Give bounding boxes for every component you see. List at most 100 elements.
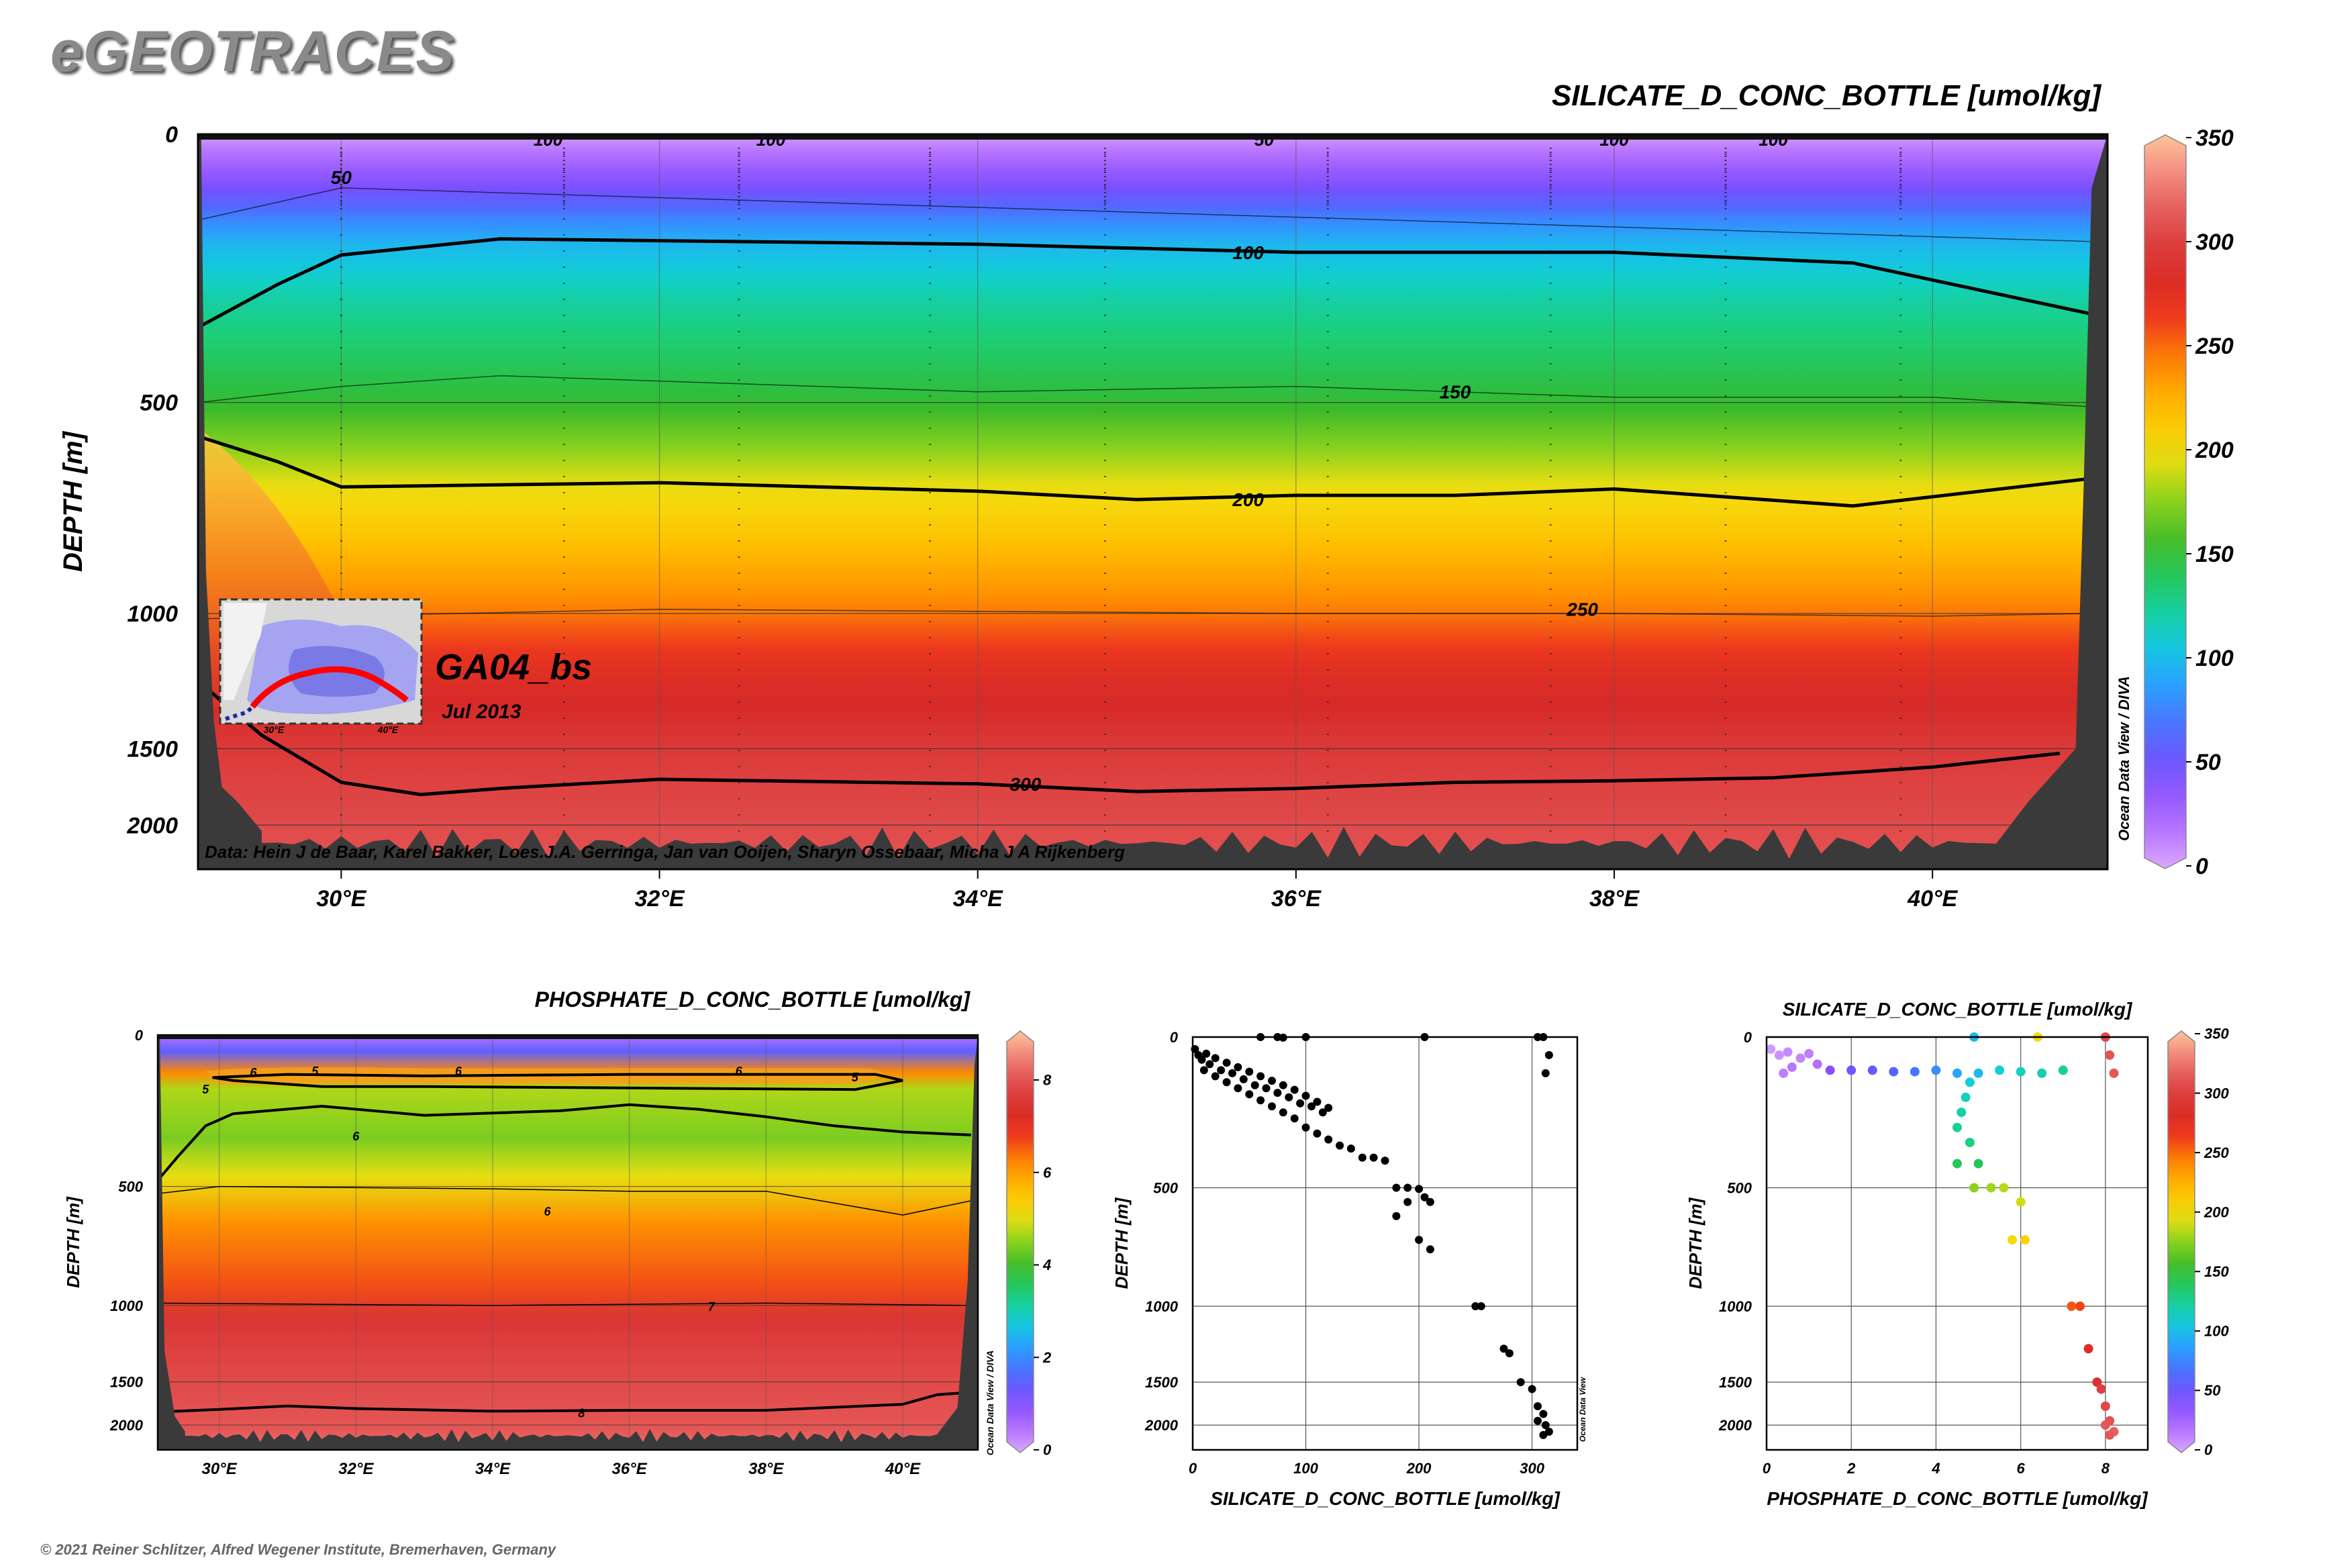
sil-profile-y-tick-label: 2000 — [1144, 1417, 1179, 1434]
sil-profile-point — [1245, 1067, 1254, 1076]
main-contour-label: 50 — [331, 167, 352, 188]
phos-surface-band — [158, 1035, 978, 1039]
phos-scatter-frame — [1765, 1036, 2149, 1451]
main-colorbar-label: 50 — [2195, 750, 2221, 775]
scatter-colorbar-label: 250 — [2204, 1144, 2229, 1161]
silicate-profile-chart: 0 500 1000 1500 2000 0 100 200 300 SILICATE_D_CON… — [1111, 1029, 1587, 1509]
sil-profile-point — [1217, 1066, 1226, 1075]
phos-scatter-point — [1957, 1108, 1967, 1118]
phos-colorbar-label: 6 — [1043, 1164, 1052, 1181]
phos-scatter-point — [2109, 1068, 2119, 1078]
phos-colorbar-label: 0 — [1043, 1442, 1052, 1459]
sil-profile-x-tick-label: 300 — [1520, 1460, 1544, 1477]
sil-profile-point — [1403, 1197, 1412, 1206]
phos-contour — [157, 1302, 971, 1306]
phos-scatter-title: SILICATE_D_CONC_BOTTLE [umol/kg] — [1783, 999, 2133, 1020]
sil-profile-point — [1336, 1141, 1344, 1150]
main-colorbar-label: 150 — [2195, 542, 2234, 567]
phos-scatter-point — [1825, 1065, 1835, 1075]
phos-scatter-point — [2100, 1420, 2110, 1430]
sil-profile-point — [1541, 1421, 1550, 1430]
main-silicate-section-chart: 501001502002503001001005010010030°E40°EG… — [58, 79, 2234, 912]
phos-scatter-point — [2100, 1402, 2110, 1411]
sil-profile-y-tick-label: 500 — [1153, 1179, 1178, 1196]
phos-scatter-point — [2067, 1302, 2077, 1311]
main-cruise-label: GA04_bs — [435, 647, 592, 687]
phos-scatter-point — [2016, 1197, 2026, 1207]
main-contour-label: 250 — [1566, 599, 1598, 620]
phos-contour-label: 5 — [852, 1071, 859, 1084]
phos-scatter-point — [1965, 1138, 1975, 1148]
brand-title: eGEOTRACES — [50, 19, 455, 84]
sil-profile-point — [1539, 1430, 1548, 1439]
sil-profile-point — [1234, 1084, 1242, 1093]
inset-map-tick-label: 30°E — [264, 724, 285, 735]
phos-scatter-point — [1995, 1065, 2005, 1075]
main-colorbar-label: 300 — [2195, 230, 2234, 255]
inset-map-land — [224, 603, 267, 700]
phos-scatter-point — [2020, 1235, 2030, 1245]
sil-profile-point — [1296, 1099, 1305, 1108]
phos-scatter-y-tick-label: 2000 — [1718, 1417, 1752, 1434]
sil-profile-point — [1426, 1197, 1434, 1206]
sil-profile-point — [1202, 1049, 1211, 1058]
sil-profile-x-axis-label: SILICATE_D_CONC_BOTTLE [umol/kg] — [1210, 1488, 1561, 1509]
main-plot-frame — [197, 133, 2109, 871]
phos-contour — [157, 1185, 971, 1216]
phos-scatter-x-tick-label: 0 — [1763, 1460, 1771, 1477]
phos-contour — [157, 1391, 971, 1414]
sil-profile-point — [1268, 1102, 1276, 1111]
phos-contour-label: 8 — [578, 1407, 585, 1420]
sil-profile-point — [1313, 1097, 1322, 1106]
sil-profile-y-axis-label: DEPTH [m] — [1111, 1197, 1132, 1289]
sil-profile-x-tick-label: 100 — [1293, 1460, 1318, 1477]
main-colorbar-label: 250 — [2195, 334, 2234, 359]
phos-x-tick-label: 30°E — [201, 1460, 237, 1478]
phos-contour-label: 5 — [311, 1065, 319, 1078]
sil-profile-point — [1290, 1085, 1299, 1094]
phos-scatter-point — [2096, 1384, 2106, 1394]
scatter-colorbar-label: 50 — [2204, 1382, 2221, 1399]
sil-profile-background — [1193, 1037, 1577, 1450]
scatter-colorbar-bar — [2167, 1030, 2195, 1453]
inset-map-blue-track — [225, 705, 254, 721]
phos-scatter-point — [1766, 1044, 1776, 1054]
phos-colorbar-label: 4 — [1042, 1257, 1051, 1273]
phos-x-tick-label: 32°E — [338, 1460, 374, 1478]
phos-contour-label: 6 — [352, 1130, 360, 1143]
sil-profile-point — [1426, 1245, 1434, 1254]
phos-x-tick-label: 34°E — [475, 1460, 511, 1478]
phos-scatter-point — [1965, 1077, 1975, 1087]
sil-profile-point — [1285, 1093, 1293, 1101]
main-contour-100 — [197, 237, 2092, 329]
phos-scatter-point — [1783, 1047, 1793, 1057]
sil-profile-point — [1499, 1344, 1508, 1353]
main-x-tick-label: 32°E — [634, 886, 685, 912]
phos-scatter-point — [1969, 1183, 1979, 1193]
sil-profile-point — [1415, 1236, 1424, 1244]
sil-profile-point — [1420, 1193, 1429, 1202]
phos-contour-label: 6 — [250, 1066, 258, 1079]
phos-scatter-x-axis-label: PHOSPHATE_D_CONC_BOTTLE [umol/kg] — [1767, 1488, 2148, 1509]
phos-plot-frame — [156, 1034, 979, 1451]
sil-profile-point — [1211, 1072, 1220, 1081]
main-y-tick-label: 1000 — [127, 601, 178, 627]
main-data-credit: Data: Hein J de Baar, Karel Bakker, Loes… — [205, 842, 1125, 862]
sil-profile-y-tick-label: 1500 — [1145, 1374, 1179, 1391]
phos-contour-label: 6 — [736, 1065, 743, 1078]
phos-contour-label: 6 — [544, 1205, 551, 1218]
phos-scatter-x-tick-label: 8 — [2101, 1460, 2110, 1477]
sil-profile-frame — [1191, 1036, 1579, 1451]
main-y-tick-label: 2000 — [126, 813, 178, 838]
sil-profile-point — [1197, 1055, 1206, 1064]
phos-scatter-point — [1846, 1065, 1856, 1075]
phos-scatter-point — [1779, 1068, 1789, 1078]
sil-profile-point — [1415, 1185, 1424, 1193]
phos-scatter-point — [1867, 1065, 1877, 1075]
sil-profile-point — [1369, 1153, 1378, 1162]
phos-scatter-point — [1973, 1068, 1983, 1078]
sil-profile-point — [1392, 1183, 1401, 1192]
sil-profile-point — [1307, 1102, 1316, 1111]
